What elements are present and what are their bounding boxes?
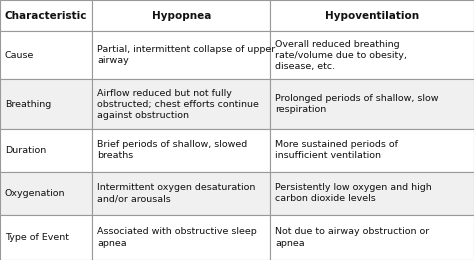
Bar bbox=[0, 172, 92, 215]
Text: Not due to airway obstruction or
apnea: Not due to airway obstruction or apnea bbox=[275, 228, 429, 248]
Bar bbox=[92, 0, 270, 31]
Bar bbox=[92, 79, 270, 129]
Text: Cause: Cause bbox=[5, 51, 34, 60]
Bar bbox=[0, 215, 92, 260]
Bar bbox=[92, 31, 270, 79]
Bar bbox=[270, 0, 474, 31]
Bar bbox=[270, 172, 474, 215]
Text: More sustained periods of
insufficient ventilation: More sustained periods of insufficient v… bbox=[275, 140, 398, 160]
Bar bbox=[270, 215, 474, 260]
Bar bbox=[0, 0, 92, 31]
Text: Duration: Duration bbox=[5, 146, 46, 155]
Text: Partial, intermittent collapse of upper
airway: Partial, intermittent collapse of upper … bbox=[97, 45, 275, 65]
Bar bbox=[92, 215, 270, 260]
Bar bbox=[270, 129, 474, 172]
Bar bbox=[92, 172, 270, 215]
Bar bbox=[270, 79, 474, 129]
Text: Brief periods of shallow, slowed
breaths: Brief periods of shallow, slowed breaths bbox=[97, 140, 247, 160]
Text: Persistently low oxygen and high
carbon dioxide levels: Persistently low oxygen and high carbon … bbox=[275, 183, 432, 203]
Bar bbox=[0, 79, 92, 129]
Text: Airflow reduced but not fully
obstructed; chest efforts continue
against obstruc: Airflow reduced but not fully obstructed… bbox=[97, 89, 259, 120]
Text: Oxygenation: Oxygenation bbox=[5, 189, 65, 198]
Text: Associated with obstructive sleep
apnea: Associated with obstructive sleep apnea bbox=[97, 228, 257, 248]
Text: Intermittent oxygen desaturation
and/or arousals: Intermittent oxygen desaturation and/or … bbox=[97, 183, 255, 203]
Text: Breathing: Breathing bbox=[5, 100, 51, 109]
Text: Overall reduced breathing
rate/volume due to obesity,
disease, etc.: Overall reduced breathing rate/volume du… bbox=[275, 40, 407, 71]
Bar bbox=[0, 129, 92, 172]
Bar bbox=[92, 129, 270, 172]
Text: Characteristic: Characteristic bbox=[5, 11, 87, 21]
Text: Type of Event: Type of Event bbox=[5, 233, 69, 242]
Text: Hypoventilation: Hypoventilation bbox=[325, 11, 419, 21]
Text: Prolonged periods of shallow, slow
respiration: Prolonged periods of shallow, slow respi… bbox=[275, 94, 438, 114]
Bar bbox=[270, 31, 474, 79]
Text: Hypopnea: Hypopnea bbox=[152, 11, 211, 21]
Bar bbox=[0, 31, 92, 79]
